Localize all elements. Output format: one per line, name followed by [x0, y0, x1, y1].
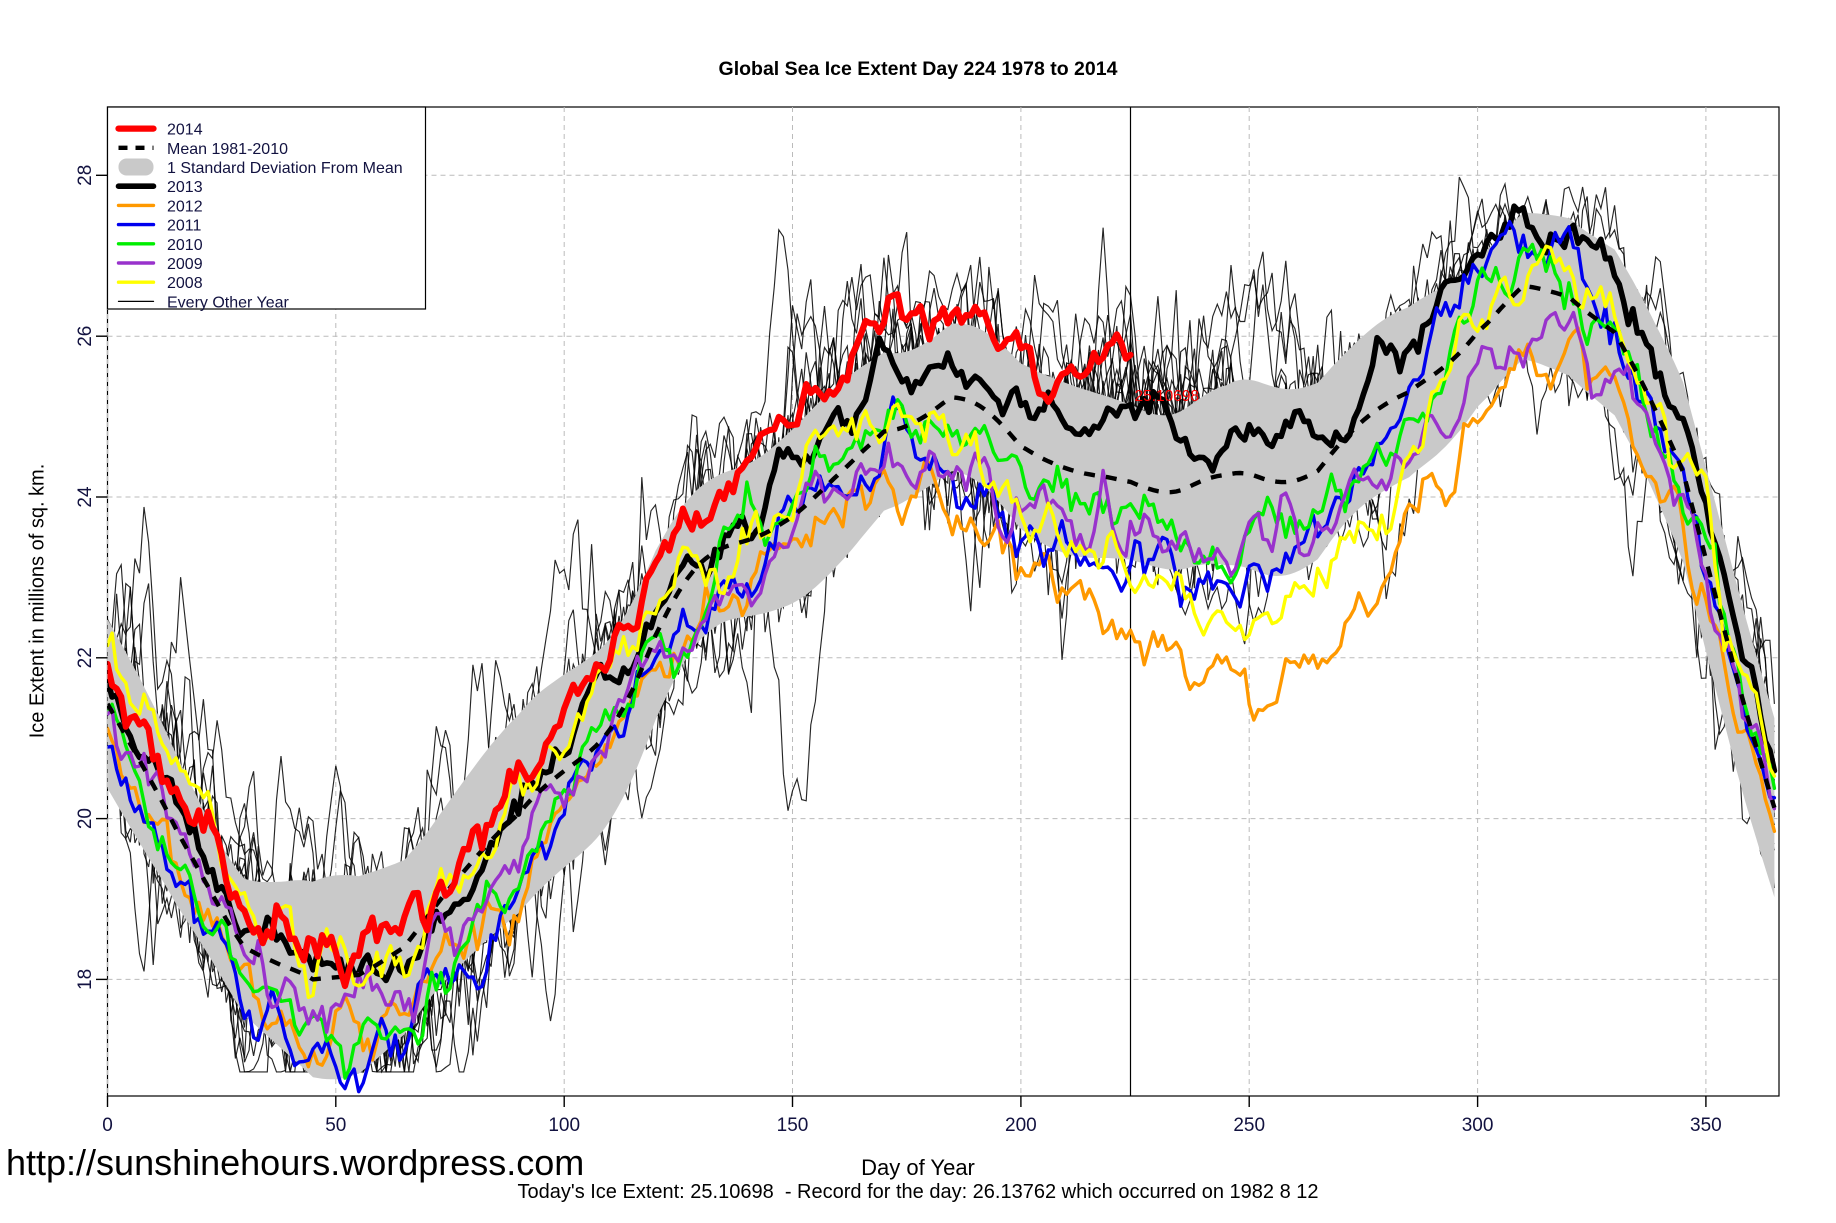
svg-text:20: 20: [75, 808, 96, 829]
svg-text:Every Other Year: Every Other Year: [167, 294, 290, 311]
svg-text:2011: 2011: [167, 218, 202, 235]
svg-text:100: 100: [548, 1115, 580, 1136]
svg-text:250: 250: [1233, 1115, 1265, 1136]
svg-text:Ice Extent in millions of sq.: Ice Extent in millions of sq. km.: [26, 464, 48, 739]
svg-text:150: 150: [777, 1115, 809, 1136]
svg-text:Mean 1981-2010: Mean 1981-2010: [167, 141, 288, 158]
svg-text:50: 50: [325, 1115, 346, 1136]
svg-text:1 Standard Deviation From Mean: 1 Standard Deviation From Mean: [167, 160, 403, 177]
svg-text:350: 350: [1690, 1115, 1722, 1136]
svg-text:2010: 2010: [167, 237, 203, 254]
svg-text:2009: 2009: [167, 256, 203, 273]
svg-text:2014: 2014: [167, 122, 203, 139]
svg-text:2012: 2012: [167, 198, 203, 215]
svg-text:2008: 2008: [167, 275, 203, 292]
svg-text:2013: 2013: [167, 179, 203, 196]
svg-text:200: 200: [1005, 1115, 1037, 1136]
svg-text:28: 28: [75, 165, 96, 186]
svg-text:18: 18: [75, 969, 96, 990]
svg-text:24: 24: [75, 486, 96, 508]
svg-text:22: 22: [75, 647, 96, 668]
svg-text:26: 26: [75, 326, 96, 347]
svg-text:25.10698: 25.10698: [1135, 388, 1200, 405]
svg-text:0: 0: [102, 1115, 113, 1136]
svg-text:300: 300: [1462, 1115, 1494, 1136]
